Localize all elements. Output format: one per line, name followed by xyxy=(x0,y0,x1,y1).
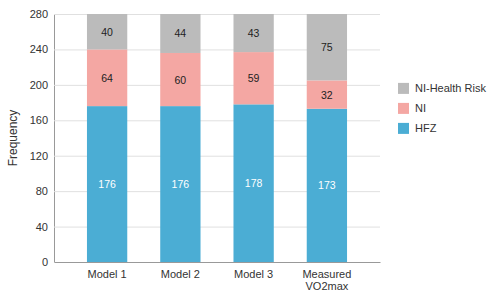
x-tick: Model 1 xyxy=(88,262,127,280)
legend-swatch xyxy=(398,123,409,134)
grid-line xyxy=(54,262,380,263)
x-tick-label: Model 3 xyxy=(234,268,273,280)
x-tick: MeasuredVO2max xyxy=(302,262,351,292)
y-tick-label: 120 xyxy=(30,150,48,162)
data-label: 43 xyxy=(248,27,260,39)
data-labels: 176 176 178 173 64 60 59 32 40 44 43 75 xyxy=(98,26,335,192)
bar-segment xyxy=(87,14,127,49)
y-tick-label: 0 xyxy=(42,256,48,268)
y-axis: 0 40 80 120 160 200 240 280 xyxy=(30,8,380,268)
y-tick-label: 280 xyxy=(30,8,48,20)
y-axis-line xyxy=(55,15,381,263)
x-tick-label: MeasuredVO2max xyxy=(302,268,351,293)
bar-segment xyxy=(160,106,200,262)
bar-segment xyxy=(87,49,127,106)
x-tick-label-line: Model 2 xyxy=(161,268,200,280)
data-label: 60 xyxy=(175,74,187,86)
y-axis-title: Frequency xyxy=(6,110,20,167)
data-label: 59 xyxy=(248,72,260,84)
y-tick-label: 80 xyxy=(36,185,48,197)
bar-segment xyxy=(160,14,200,53)
bars xyxy=(87,14,347,262)
bar-segment xyxy=(307,14,347,80)
bar-segment xyxy=(307,80,347,108)
legend-swatch xyxy=(398,103,409,114)
bar-segment xyxy=(87,106,127,262)
x-axis: Model 1 Model 2 Model 3 MeasuredVO2max xyxy=(55,262,381,292)
x-tick-label: Model 1 xyxy=(88,268,127,280)
x-axis-line xyxy=(55,262,381,263)
chart-svg: 0 40 80 120 160 200 240 280 176 176 178 173 64 60 59 32… xyxy=(0,0,500,302)
plot: 0 40 80 120 160 200 240 280 176 176 178 173 64 60 59 32… xyxy=(30,8,381,292)
data-label: 64 xyxy=(101,72,113,84)
bar-segment xyxy=(307,109,347,262)
x-tick: Model 3 xyxy=(234,262,273,280)
x-tick-label-line: Measured xyxy=(302,268,351,280)
legend-swatch xyxy=(398,83,409,94)
x-tick-label-line: Model 3 xyxy=(234,268,273,280)
y-tick-label: 240 xyxy=(30,43,48,55)
y-tick-label: 40 xyxy=(36,221,48,233)
y-tick-label: 160 xyxy=(30,114,48,126)
x-tick: Model 2 xyxy=(161,262,200,280)
legend-label: NI-Health Risk xyxy=(415,82,486,94)
x-tick-label-line: VO2max xyxy=(305,280,348,292)
bar-segment xyxy=(160,53,200,106)
data-label: 176 xyxy=(98,178,116,190)
legend-item: NI xyxy=(398,102,426,114)
data-label: 178 xyxy=(245,177,263,189)
data-label: 176 xyxy=(172,178,190,190)
chart: 0 40 80 120 160 200 240 280 176 176 178 173 64 60 59 32… xyxy=(0,0,500,302)
data-label: 173 xyxy=(318,179,336,191)
legend-item: HFZ xyxy=(398,122,437,134)
series xyxy=(87,14,347,80)
legend-item: NI-Health Risk xyxy=(398,82,486,94)
data-label: 32 xyxy=(321,89,333,101)
data-label: 44 xyxy=(175,27,187,39)
bar-segment xyxy=(233,52,273,104)
legend-label: NI xyxy=(415,102,426,114)
data-label: 75 xyxy=(321,41,333,53)
bar-segment xyxy=(233,104,273,262)
y-tick-label: 200 xyxy=(30,79,48,91)
x-tick-label: Model 2 xyxy=(161,268,200,280)
legend-label: HFZ xyxy=(415,122,437,134)
data-label: 40 xyxy=(101,26,113,38)
bar-segment xyxy=(233,14,273,52)
series xyxy=(87,104,347,262)
x-tick-label-line: Model 1 xyxy=(88,268,127,280)
legend: NI-Health Risk NI HFZ xyxy=(398,82,486,134)
